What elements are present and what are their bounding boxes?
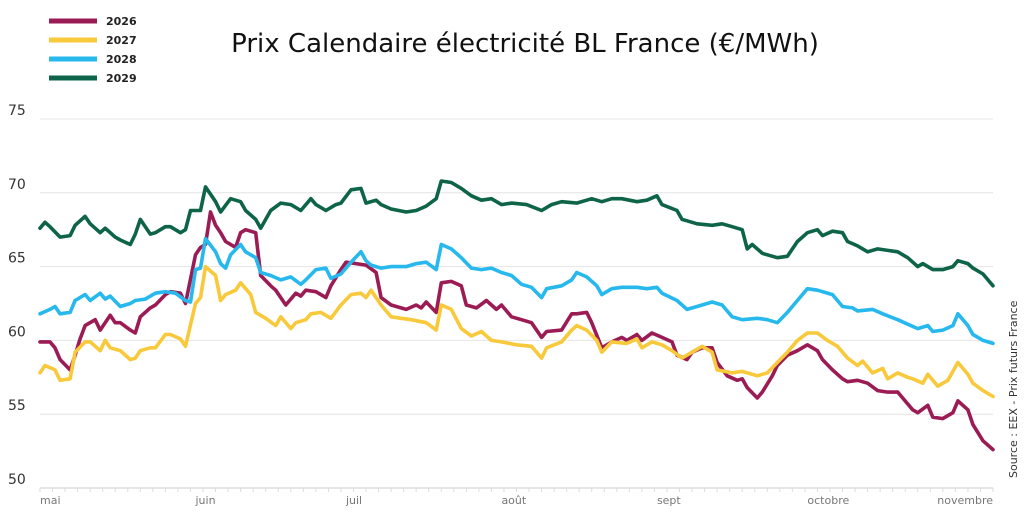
y-axis-ticks: 50 55 60 65 70 75 [8,103,26,488]
series-line-2028 [38,236,995,346]
x-tick-label: sept [657,494,681,507]
legend-label-2029: 2029 [106,72,137,85]
legend-label-2026: 2026 [106,15,137,28]
chart-title: Prix Calendaire électricité BL France (€… [231,29,819,59]
x-tick-label: juin [194,494,215,507]
x-axis: mai juin juil août sept octobre novembre [39,487,994,507]
series-line-2026 [38,210,995,452]
legend-swatch-2029 [49,75,97,81]
x-tick-label: juil [345,494,362,507]
x-tick-label: octobre [807,494,849,507]
x-tick-label: novembre [937,494,993,507]
y-tick-label: 70 [8,177,26,193]
series-lines [38,179,995,452]
x-tick-label: mai [40,494,61,507]
y-tick-label: 50 [8,472,26,488]
y-tick-label: 55 [8,398,26,414]
legend-swatch-2028 [49,56,97,62]
y-tick-label: 75 [8,103,26,119]
legend: 2026 2027 2028 2029 [49,15,137,85]
legend-label-2028: 2028 [106,53,137,66]
series-line-2029 [38,179,995,288]
x-tick-label: août [501,494,526,507]
y-tick-label: 60 [8,324,26,340]
legend-label-2027: 2027 [106,34,137,47]
source-note: Source : EEX - Prix futurs France [1007,300,1020,478]
gridlines [40,118,993,415]
legend-swatch-2026 [49,18,97,24]
legend-swatch-2027 [49,37,97,43]
y-tick-label: 65 [8,251,26,267]
series-line-2027 [38,264,995,399]
